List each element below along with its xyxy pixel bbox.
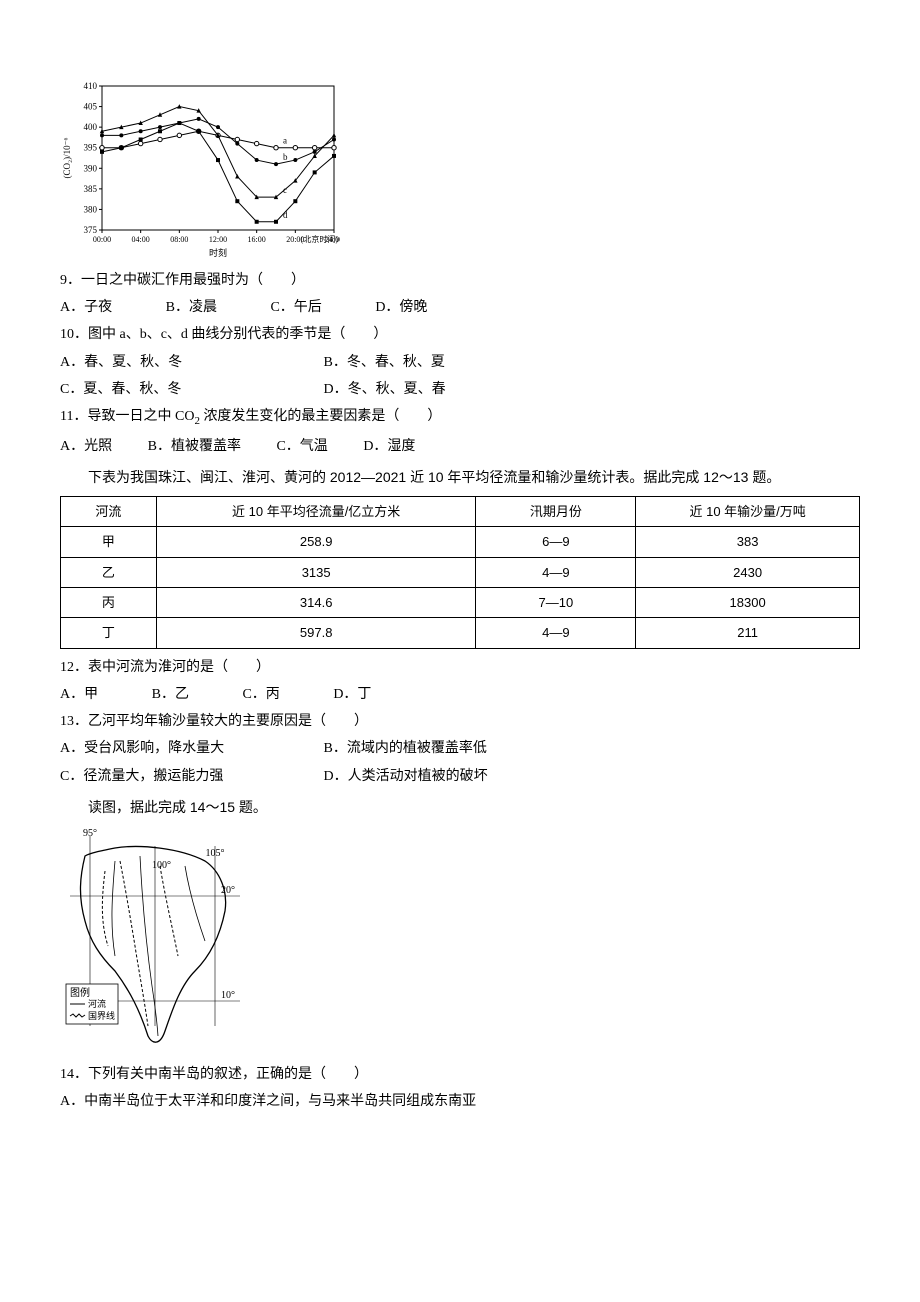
q12-opt-a[interactable]: A．甲 (60, 682, 98, 707)
table-row: 丙314.67—1018300 (61, 588, 860, 618)
svg-text:95°: 95° (83, 828, 97, 839)
q11-opt-d[interactable]: D．湿度 (363, 434, 415, 459)
svg-text:12:00: 12:00 (209, 235, 227, 244)
table-header-row: 河流 近 10 年平均径流量/亿立方米 汛期月份 近 10 年输沙量/万吨 (61, 496, 860, 526)
table-cell: 甲 (61, 527, 157, 557)
table-cell: 314.6 (156, 588, 476, 618)
q14-opt-a[interactable]: A．中南半岛位于太平洋和印度洋之间，与马来半岛共同组成东南亚 (60, 1089, 860, 1114)
table-row: 丁597.84—9211 (61, 618, 860, 648)
svg-text:385: 385 (84, 184, 98, 194)
q9-stem: 9．一日之中碳汇作用最强时为（ ） (60, 268, 860, 293)
q11-opt-b[interactable]: B．植被覆盖率 (148, 434, 241, 459)
svg-text:00:00: 00:00 (93, 235, 111, 244)
table-cell: 7—10 (476, 588, 636, 618)
q9-opt-c[interactable]: C．午后 (270, 295, 321, 320)
river-data-table: 河流 近 10 年平均径流量/亿立方米 汛期月份 近 10 年输沙量/万吨 甲2… (60, 496, 860, 649)
svg-text:105°: 105° (206, 848, 225, 859)
table-cell: 211 (636, 618, 860, 648)
table-cell: 4—9 (476, 618, 636, 648)
q9-opt-d[interactable]: D．傍晚 (375, 295, 427, 320)
q11-stem: 11．导致一日之中 CO2 浓度发生变化的最主要因素是（ ） (60, 404, 860, 432)
q12-opt-b[interactable]: B．乙 (152, 682, 189, 707)
svg-text:图例: 图例 (70, 986, 90, 999)
table-cell: 383 (636, 527, 860, 557)
th-flood: 汛期月份 (476, 496, 636, 526)
q13-opt-a[interactable]: A．受台风影响，降水量大 (60, 736, 320, 761)
svg-text:c: c (283, 185, 287, 195)
q11-stem-pre: 11．导致一日之中 CO (60, 409, 194, 424)
table-cell: 丙 (61, 588, 157, 618)
svg-text:380: 380 (84, 204, 98, 214)
q11-opt-a[interactable]: A．光照 (60, 434, 112, 459)
svg-text:d: d (283, 210, 288, 220)
table-intro: 下表为我国珠江、闽江、淮河、黄河的 2012—2021 近 10 年平均径流量和… (60, 465, 860, 490)
table-cell: 6—9 (476, 527, 636, 557)
table-cell: 乙 (61, 557, 157, 587)
q12-opt-d[interactable]: D．丁 (333, 682, 371, 707)
svg-text:375: 375 (84, 225, 98, 235)
svg-text:16:00: 16:00 (248, 235, 266, 244)
th-sediment: 近 10 年输沙量/万吨 (636, 496, 860, 526)
svg-text:(CO₂)/10⁻⁶: (CO₂)/10⁻⁶ (62, 137, 72, 178)
svg-text:400: 400 (84, 122, 98, 132)
svg-text:04:00: 04:00 (132, 235, 150, 244)
q10-opt-b[interactable]: B．冬、春、秋、夏 (324, 350, 584, 375)
table-row: 乙31354—92430 (61, 557, 860, 587)
svg-text:时刻: 时刻 (209, 247, 227, 258)
q10-options-row2: C．夏、春、秋、冬 D．冬、秋、夏、春 (60, 377, 860, 402)
co2-line-chart: 375 380 385 390 395 400 405 410 00:00 04:00 08:00 1… (60, 80, 340, 260)
svg-text:08:00: 08:00 (170, 235, 188, 244)
th-river: 河流 (61, 496, 157, 526)
indochina-map: 95°100°105°20°10°图例河流国界线 (60, 826, 250, 1056)
svg-text:410: 410 (84, 81, 98, 91)
q11-opt-c[interactable]: C．气温 (276, 434, 327, 459)
svg-text:100°: 100° (152, 860, 171, 871)
svg-text:b: b (283, 152, 288, 162)
q13-opt-b[interactable]: B．流域内的植被覆盖率低 (324, 736, 584, 761)
q12-options: A．甲 B．乙 C．丙 D．丁 (60, 682, 860, 707)
table-cell: 597.8 (156, 618, 476, 648)
svg-text:河流: 河流 (88, 998, 106, 1009)
q10-opt-c[interactable]: C．夏、春、秋、冬 (60, 377, 320, 402)
q9-opt-b[interactable]: B．凌晨 (166, 295, 217, 320)
q12-opt-c[interactable]: C．丙 (242, 682, 279, 707)
table-cell: 4—9 (476, 557, 636, 587)
q13-opt-d[interactable]: D．人类活动对植被的破坏 (324, 764, 584, 789)
q10-opt-a[interactable]: A．春、夏、秋、冬 (60, 350, 320, 375)
svg-text:国界线: 国界线 (88, 1010, 115, 1021)
table-cell: 18300 (636, 588, 860, 618)
q10-options-row1: A．春、夏、秋、冬 B．冬、春、秋、夏 (60, 350, 860, 375)
svg-text:(北京时间): (北京时间) (301, 234, 339, 244)
q9-opt-a[interactable]: A．子夜 (60, 295, 112, 320)
table-cell: 丁 (61, 618, 157, 648)
table-cell: 258.9 (156, 527, 476, 557)
table-row: 甲258.96—9383 (61, 527, 860, 557)
q9-options: A．子夜 B．凌晨 C．午后 D．傍晚 (60, 295, 860, 320)
q10-stem: 10．图中 a、b、c、d 曲线分别代表的季节是（ ） (60, 322, 860, 347)
table-cell: 3135 (156, 557, 476, 587)
svg-text:395: 395 (84, 143, 98, 153)
q14-stem: 14．下列有关中南半岛的叙述，正确的是（ ） (60, 1062, 860, 1087)
q13-opt-c[interactable]: C．径流量大，搬运能力强 (60, 764, 320, 789)
th-runoff: 近 10 年平均径流量/亿立方米 (156, 496, 476, 526)
q11-stem-post: 浓度发生变化的最主要因素是（ ） (200, 409, 442, 424)
q11-options: A．光照 B．植被覆盖率 C．气温 D．湿度 (60, 434, 860, 459)
q13-options-row1: A．受台风影响，降水量大 B．流域内的植被覆盖率低 (60, 736, 860, 761)
table-cell: 2430 (636, 557, 860, 587)
svg-text:405: 405 (84, 102, 98, 112)
q12-stem: 12．表中河流为淮河的是（ ） (60, 655, 860, 680)
q13-stem: 13．乙河平均年输沙量较大的主要原因是（ ） (60, 709, 860, 734)
svg-text:390: 390 (84, 163, 98, 173)
map-intro: 读图，据此完成 14～15 题。 (60, 795, 860, 820)
svg-text:a: a (283, 136, 287, 146)
q10-opt-d[interactable]: D．冬、秋、夏、春 (324, 377, 584, 402)
svg-text:10°: 10° (221, 990, 235, 1001)
q13-options-row2: C．径流量大，搬运能力强 D．人类活动对植被的破坏 (60, 764, 860, 789)
